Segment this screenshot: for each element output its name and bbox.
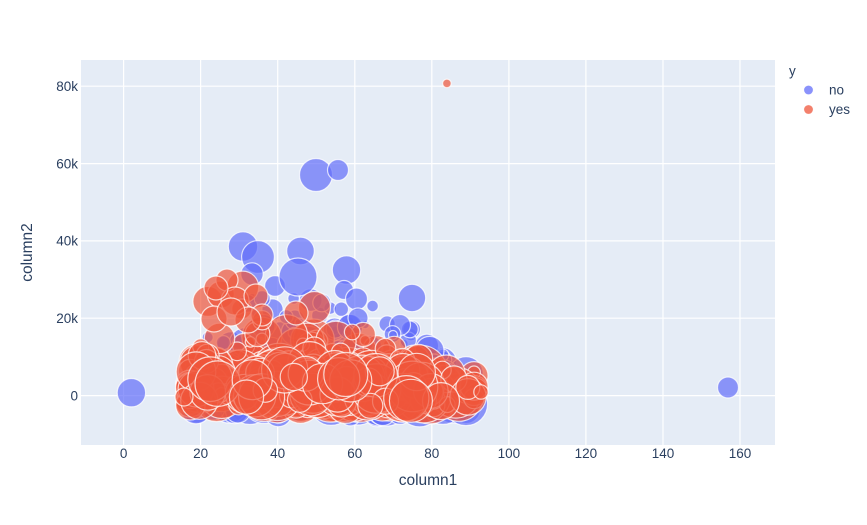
svg-text:20: 20 bbox=[193, 446, 208, 461]
svg-text:column2: column2 bbox=[19, 223, 36, 282]
svg-text:no: no bbox=[829, 83, 844, 98]
svg-text:80: 80 bbox=[424, 446, 439, 461]
svg-text:40: 40 bbox=[270, 446, 285, 461]
svg-text:160: 160 bbox=[729, 446, 752, 461]
svg-text:40k: 40k bbox=[56, 234, 78, 249]
svg-text:100: 100 bbox=[498, 446, 521, 461]
svg-text:140: 140 bbox=[652, 446, 675, 461]
svg-text:20k: 20k bbox=[56, 311, 78, 326]
svg-text:yes: yes bbox=[829, 102, 850, 117]
svg-text:0: 0 bbox=[70, 388, 78, 403]
svg-text:0: 0 bbox=[120, 446, 128, 461]
svg-text:60k: 60k bbox=[56, 156, 78, 171]
svg-text:80k: 80k bbox=[56, 79, 78, 94]
svg-text:column1: column1 bbox=[399, 472, 458, 489]
svg-text:120: 120 bbox=[575, 446, 598, 461]
svg-text:60: 60 bbox=[347, 446, 362, 461]
svg-text:y: y bbox=[789, 64, 796, 79]
